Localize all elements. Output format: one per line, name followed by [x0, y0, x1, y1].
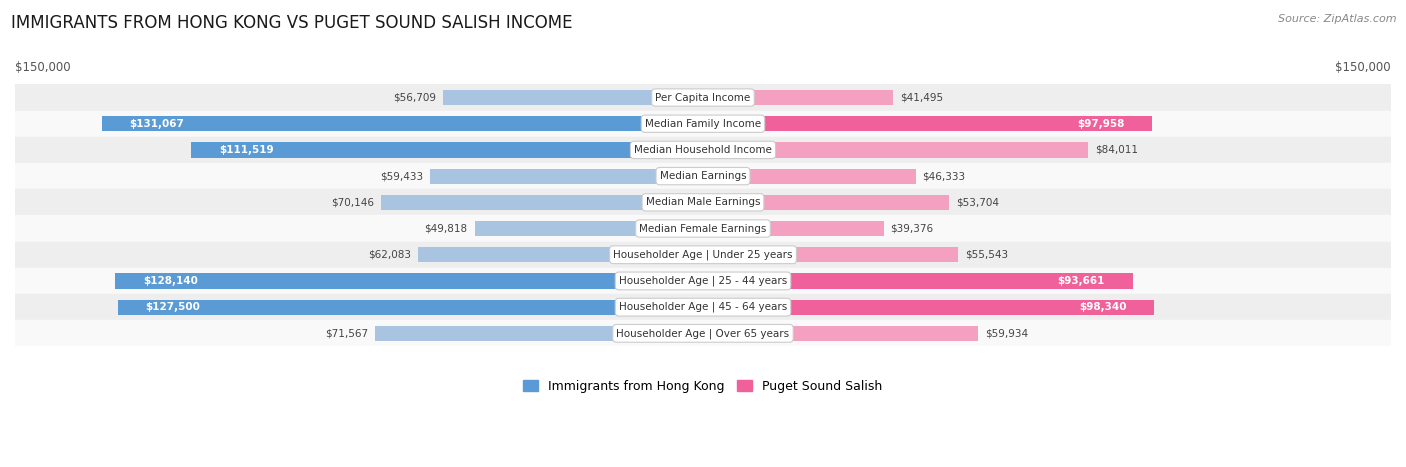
- Text: Median Earnings: Median Earnings: [659, 171, 747, 181]
- Bar: [15, 320, 1391, 347]
- Text: $128,140: $128,140: [143, 276, 198, 286]
- Text: $150,000: $150,000: [1336, 61, 1391, 74]
- Text: $62,083: $62,083: [368, 250, 412, 260]
- Bar: [703, 247, 957, 262]
- Text: IMMIGRANTS FROM HONG KONG VS PUGET SOUND SALISH INCOME: IMMIGRANTS FROM HONG KONG VS PUGET SOUND…: [11, 14, 572, 32]
- Text: Median Household Income: Median Household Income: [634, 145, 772, 155]
- Bar: [703, 90, 893, 105]
- Text: $98,340: $98,340: [1078, 302, 1126, 312]
- Bar: [15, 268, 1391, 294]
- Bar: [15, 215, 1391, 241]
- Bar: [15, 137, 1391, 163]
- Text: Householder Age | 45 - 64 years: Householder Age | 45 - 64 years: [619, 302, 787, 312]
- Text: $111,519: $111,519: [219, 145, 274, 155]
- Bar: [118, 299, 703, 315]
- Bar: [703, 169, 915, 184]
- Bar: [474, 221, 703, 236]
- Text: $84,011: $84,011: [1095, 145, 1139, 155]
- Bar: [15, 294, 1391, 320]
- Bar: [443, 90, 703, 105]
- Bar: [115, 273, 703, 289]
- Legend: Immigrants from Hong Kong, Puget Sound Salish: Immigrants from Hong Kong, Puget Sound S…: [519, 375, 887, 398]
- Bar: [101, 116, 703, 131]
- Bar: [15, 163, 1391, 189]
- Text: $55,543: $55,543: [965, 250, 1008, 260]
- Bar: [418, 247, 703, 262]
- Text: $131,067: $131,067: [129, 119, 184, 129]
- Bar: [381, 195, 703, 210]
- Text: $150,000: $150,000: [15, 61, 70, 74]
- Text: $53,704: $53,704: [956, 198, 1000, 207]
- Bar: [15, 85, 1391, 111]
- Bar: [375, 326, 703, 341]
- Bar: [15, 189, 1391, 215]
- Bar: [15, 241, 1391, 268]
- Bar: [703, 195, 949, 210]
- Bar: [703, 326, 979, 341]
- Bar: [15, 111, 1391, 137]
- Text: $46,333: $46,333: [922, 171, 966, 181]
- Text: $97,958: $97,958: [1077, 119, 1125, 129]
- Bar: [703, 142, 1088, 157]
- Bar: [703, 273, 1133, 289]
- Bar: [703, 116, 1153, 131]
- Text: $127,500: $127,500: [146, 302, 201, 312]
- Text: Source: ZipAtlas.com: Source: ZipAtlas.com: [1278, 14, 1396, 24]
- Text: Householder Age | Over 65 years: Householder Age | Over 65 years: [616, 328, 790, 339]
- Text: Median Male Earnings: Median Male Earnings: [645, 198, 761, 207]
- Text: $39,376: $39,376: [890, 224, 934, 234]
- Text: $41,495: $41,495: [900, 92, 943, 103]
- Text: Median Female Earnings: Median Female Earnings: [640, 224, 766, 234]
- Text: $59,433: $59,433: [381, 171, 423, 181]
- Text: $59,934: $59,934: [984, 328, 1028, 339]
- Bar: [703, 299, 1154, 315]
- Text: Per Capita Income: Per Capita Income: [655, 92, 751, 103]
- Text: Householder Age | 25 - 44 years: Householder Age | 25 - 44 years: [619, 276, 787, 286]
- Text: $56,709: $56,709: [394, 92, 436, 103]
- Text: $71,567: $71,567: [325, 328, 368, 339]
- Text: Median Family Income: Median Family Income: [645, 119, 761, 129]
- Text: $49,818: $49,818: [425, 224, 468, 234]
- Text: $70,146: $70,146: [332, 198, 374, 207]
- Bar: [191, 142, 703, 157]
- Text: $93,661: $93,661: [1057, 276, 1105, 286]
- Bar: [430, 169, 703, 184]
- Text: Householder Age | Under 25 years: Householder Age | Under 25 years: [613, 249, 793, 260]
- Bar: [703, 221, 883, 236]
